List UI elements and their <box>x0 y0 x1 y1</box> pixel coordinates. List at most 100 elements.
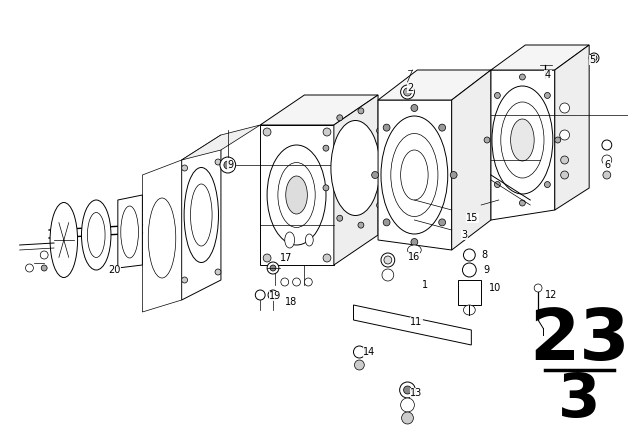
Circle shape <box>337 215 342 221</box>
Text: 23: 23 <box>529 306 630 375</box>
Circle shape <box>40 251 48 259</box>
Ellipse shape <box>148 198 176 278</box>
Text: 10: 10 <box>489 283 501 293</box>
Ellipse shape <box>408 245 421 255</box>
Circle shape <box>270 265 276 271</box>
Polygon shape <box>260 95 378 125</box>
Circle shape <box>323 254 331 262</box>
Circle shape <box>358 222 364 228</box>
Text: 9: 9 <box>483 265 489 275</box>
Circle shape <box>281 278 289 286</box>
Ellipse shape <box>500 102 544 178</box>
Circle shape <box>383 124 390 131</box>
Ellipse shape <box>278 163 316 228</box>
Polygon shape <box>378 100 452 250</box>
Ellipse shape <box>384 256 392 264</box>
Circle shape <box>323 145 329 151</box>
Polygon shape <box>452 70 491 250</box>
Circle shape <box>220 157 236 173</box>
Circle shape <box>384 165 390 171</box>
Circle shape <box>263 254 271 262</box>
Polygon shape <box>491 45 589 70</box>
Text: 16: 16 <box>408 252 420 262</box>
Circle shape <box>561 171 568 179</box>
Circle shape <box>591 55 597 61</box>
Circle shape <box>438 124 445 131</box>
Text: 11: 11 <box>410 317 422 327</box>
Ellipse shape <box>81 200 111 270</box>
Circle shape <box>450 172 457 178</box>
Circle shape <box>411 104 418 112</box>
Text: 4: 4 <box>545 70 551 80</box>
Circle shape <box>337 115 342 121</box>
Circle shape <box>520 200 525 206</box>
Circle shape <box>404 386 412 394</box>
Circle shape <box>603 171 611 179</box>
Circle shape <box>495 181 500 188</box>
Polygon shape <box>142 160 182 312</box>
Ellipse shape <box>191 184 212 246</box>
Circle shape <box>560 130 570 140</box>
Text: 15: 15 <box>467 213 479 223</box>
Text: 14: 14 <box>364 347 376 357</box>
Text: 17: 17 <box>280 253 292 263</box>
Circle shape <box>182 277 188 283</box>
Ellipse shape <box>184 168 218 263</box>
Text: 5: 5 <box>589 55 595 65</box>
Polygon shape <box>555 45 589 210</box>
Polygon shape <box>118 195 142 268</box>
Circle shape <box>26 264 33 272</box>
Ellipse shape <box>381 116 448 234</box>
Circle shape <box>484 137 490 143</box>
Circle shape <box>401 398 414 412</box>
Text: 13: 13 <box>410 388 422 398</box>
Circle shape <box>372 172 378 178</box>
Text: 2: 2 <box>408 83 413 93</box>
Circle shape <box>224 161 232 169</box>
Ellipse shape <box>50 202 77 277</box>
Circle shape <box>292 278 300 286</box>
Circle shape <box>463 249 476 261</box>
Polygon shape <box>353 305 471 345</box>
Circle shape <box>255 290 265 300</box>
Text: 1: 1 <box>422 280 428 290</box>
Circle shape <box>353 346 365 358</box>
Text: 3: 3 <box>461 230 468 240</box>
Circle shape <box>560 103 570 113</box>
Circle shape <box>268 290 278 300</box>
Text: 20: 20 <box>108 265 120 275</box>
Circle shape <box>545 181 550 188</box>
Polygon shape <box>491 70 555 220</box>
Polygon shape <box>458 280 481 305</box>
Circle shape <box>323 185 329 191</box>
Circle shape <box>411 238 418 246</box>
Ellipse shape <box>267 145 326 245</box>
Ellipse shape <box>511 119 534 161</box>
Circle shape <box>589 53 599 63</box>
Circle shape <box>401 85 414 99</box>
Text: 9: 9 <box>228 160 234 170</box>
Text: 8: 8 <box>481 250 487 260</box>
Circle shape <box>305 278 312 286</box>
Circle shape <box>404 88 412 96</box>
Circle shape <box>376 202 383 208</box>
Circle shape <box>602 140 612 150</box>
Circle shape <box>215 269 221 275</box>
Circle shape <box>215 159 221 165</box>
Ellipse shape <box>401 150 428 200</box>
Ellipse shape <box>382 269 394 281</box>
Ellipse shape <box>305 234 313 246</box>
Ellipse shape <box>463 305 476 315</box>
Ellipse shape <box>381 253 395 267</box>
Ellipse shape <box>285 232 294 248</box>
Circle shape <box>182 165 188 171</box>
Circle shape <box>555 137 561 143</box>
Text: 18: 18 <box>285 297 297 307</box>
Ellipse shape <box>121 206 138 258</box>
Text: 19: 19 <box>269 291 282 301</box>
Ellipse shape <box>331 121 380 215</box>
Polygon shape <box>334 95 378 265</box>
Ellipse shape <box>492 86 553 194</box>
Circle shape <box>376 128 383 134</box>
Circle shape <box>399 382 415 398</box>
